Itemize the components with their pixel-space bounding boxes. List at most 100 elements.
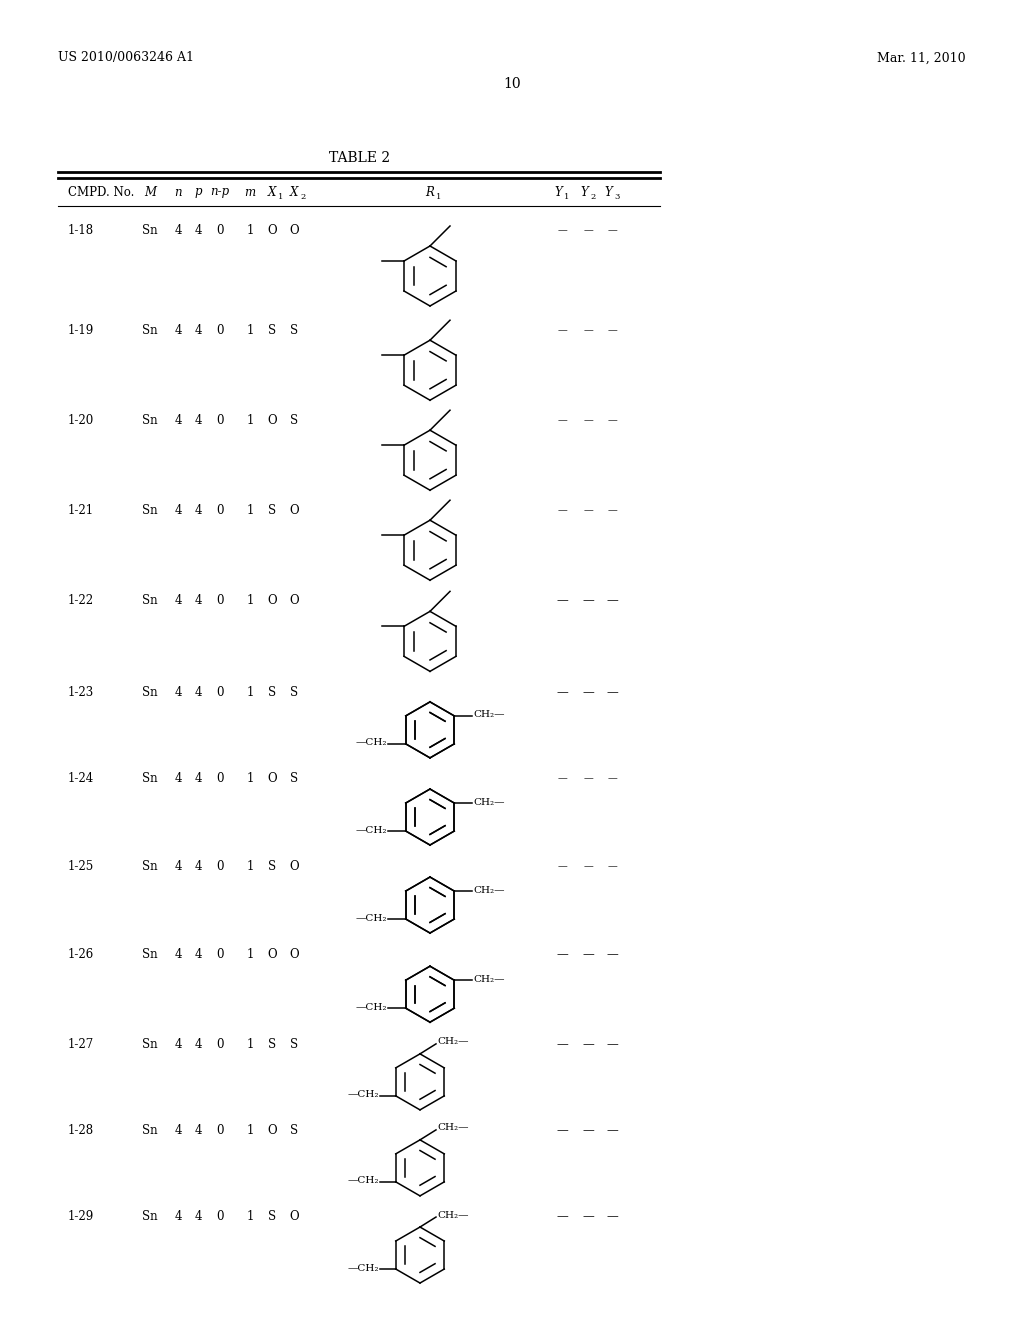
Text: CH₂—: CH₂— [437, 1123, 469, 1133]
Text: —CH₂: —CH₂ [355, 825, 387, 834]
Text: 1: 1 [247, 504, 254, 517]
Text: 0: 0 [216, 224, 224, 238]
Text: Sn: Sn [142, 1039, 158, 1052]
Text: —: — [557, 507, 567, 516]
Text: 0: 0 [216, 1125, 224, 1138]
Text: Sn: Sn [142, 949, 158, 961]
Text: 4: 4 [195, 949, 202, 961]
Text: O: O [267, 594, 276, 607]
Text: 4: 4 [195, 1125, 202, 1138]
Text: O: O [289, 861, 299, 874]
Text: S: S [268, 504, 276, 517]
Text: 1-23: 1-23 [68, 686, 94, 700]
Text: Y: Y [554, 186, 562, 198]
Text: O: O [267, 772, 276, 785]
Text: —: — [607, 862, 616, 871]
Text: CH₂—: CH₂— [473, 974, 505, 983]
Text: 1: 1 [247, 224, 254, 238]
Text: —: — [583, 507, 593, 516]
Text: 1: 1 [247, 772, 254, 785]
Text: 4: 4 [195, 772, 202, 785]
Text: 1: 1 [247, 325, 254, 338]
Text: CH₂—: CH₂— [437, 1210, 469, 1220]
Text: 4: 4 [174, 772, 181, 785]
Text: 0: 0 [216, 1210, 224, 1224]
Text: Y: Y [581, 186, 588, 198]
Text: 1-28: 1-28 [68, 1125, 94, 1138]
Text: 4: 4 [174, 861, 181, 874]
Text: Sn: Sn [142, 686, 158, 700]
Text: n-p: n-p [211, 186, 229, 198]
Text: S: S [290, 1039, 298, 1052]
Text: CMPD. No.: CMPD. No. [68, 186, 134, 198]
Text: 1: 1 [247, 1210, 254, 1224]
Text: CH₂—: CH₂— [473, 886, 505, 895]
Text: —: — [583, 417, 593, 425]
Text: —CH₂: —CH₂ [355, 738, 387, 747]
Text: CH₂—: CH₂— [437, 1038, 469, 1047]
Text: 4: 4 [195, 414, 202, 428]
Text: —: — [607, 775, 616, 784]
Text: —: — [582, 686, 594, 700]
Text: —: — [607, 227, 616, 235]
Text: Mar. 11, 2010: Mar. 11, 2010 [878, 51, 966, 65]
Text: 0: 0 [216, 772, 224, 785]
Text: Sn: Sn [142, 861, 158, 874]
Text: —: — [557, 417, 567, 425]
Text: CH₂—: CH₂— [473, 797, 505, 807]
Text: m: m [245, 186, 256, 198]
Text: —: — [606, 949, 617, 961]
Text: —: — [582, 1039, 594, 1052]
Text: O: O [289, 949, 299, 961]
Text: 1-27: 1-27 [68, 1039, 94, 1052]
Text: 4: 4 [195, 325, 202, 338]
Text: 4: 4 [195, 686, 202, 700]
Text: O: O [267, 224, 276, 238]
Text: 4: 4 [195, 1210, 202, 1224]
Text: 0: 0 [216, 325, 224, 338]
Text: 4: 4 [174, 594, 181, 607]
Text: S: S [290, 772, 298, 785]
Text: 1-19: 1-19 [68, 325, 94, 338]
Text: 0: 0 [216, 949, 224, 961]
Text: O: O [267, 1125, 276, 1138]
Text: 4: 4 [174, 414, 181, 428]
Text: 1-20: 1-20 [68, 414, 94, 428]
Text: O: O [289, 594, 299, 607]
Text: —: — [606, 594, 617, 607]
Text: 0: 0 [216, 686, 224, 700]
Text: Sn: Sn [142, 224, 158, 238]
Text: S: S [268, 686, 276, 700]
Text: n: n [174, 186, 182, 198]
Text: CH₂—: CH₂— [473, 710, 505, 719]
Text: 1: 1 [247, 1125, 254, 1138]
Text: —: — [556, 1039, 568, 1052]
Text: O: O [267, 949, 276, 961]
Text: 1: 1 [436, 193, 441, 201]
Text: S: S [268, 1039, 276, 1052]
Text: 1-22: 1-22 [68, 594, 94, 607]
Text: 1: 1 [564, 193, 569, 201]
Text: O: O [289, 504, 299, 517]
Text: S: S [268, 861, 276, 874]
Text: S: S [290, 325, 298, 338]
Text: R: R [426, 186, 434, 198]
Text: —: — [607, 417, 616, 425]
Text: —: — [557, 326, 567, 335]
Text: 4: 4 [195, 504, 202, 517]
Text: 2: 2 [590, 193, 595, 201]
Text: —: — [556, 594, 568, 607]
Text: —: — [556, 686, 568, 700]
Text: 1: 1 [278, 193, 284, 201]
Text: 4: 4 [174, 1210, 181, 1224]
Text: O: O [289, 224, 299, 238]
Text: —: — [607, 326, 616, 335]
Text: 1: 1 [247, 414, 254, 428]
Text: 3: 3 [614, 193, 620, 201]
Text: —: — [606, 1210, 617, 1224]
Text: —CH₂: —CH₂ [355, 913, 387, 923]
Text: US 2010/0063246 A1: US 2010/0063246 A1 [58, 51, 194, 65]
Text: 1-29: 1-29 [68, 1210, 94, 1224]
Text: 10: 10 [503, 77, 521, 91]
Text: Sn: Sn [142, 325, 158, 338]
